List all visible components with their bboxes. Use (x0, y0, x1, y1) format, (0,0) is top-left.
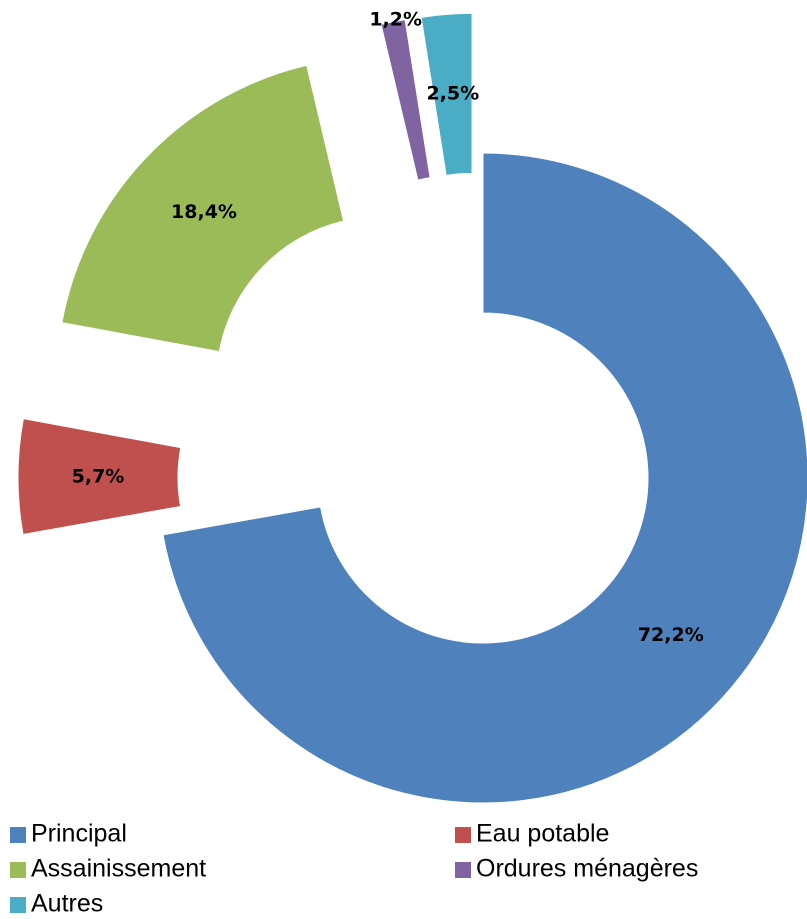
legend-label: Principal (31, 820, 127, 848)
legend-label: Ordures ménagères (476, 855, 698, 883)
donut-slice (17, 418, 182, 536)
data-label: 5,7% (72, 465, 125, 487)
legend-label: Autres (31, 890, 103, 918)
legend-label: Eau potable (476, 820, 609, 848)
data-label: 1,2% (369, 9, 422, 31)
legend-swatch (10, 862, 26, 878)
legend-swatch (455, 862, 471, 878)
data-label: 72,2% (638, 624, 704, 646)
legend-swatch (10, 897, 26, 913)
legend-label: Assainissement (31, 855, 206, 883)
legend-swatch (10, 827, 26, 843)
donut-slice (61, 64, 345, 353)
donut-slice (380, 19, 431, 181)
data-label: 2,5% (426, 83, 479, 105)
legend-swatch (455, 827, 471, 843)
data-label: 18,4% (171, 201, 237, 223)
donut-slice (420, 12, 473, 177)
donut-slice (162, 152, 807, 804)
